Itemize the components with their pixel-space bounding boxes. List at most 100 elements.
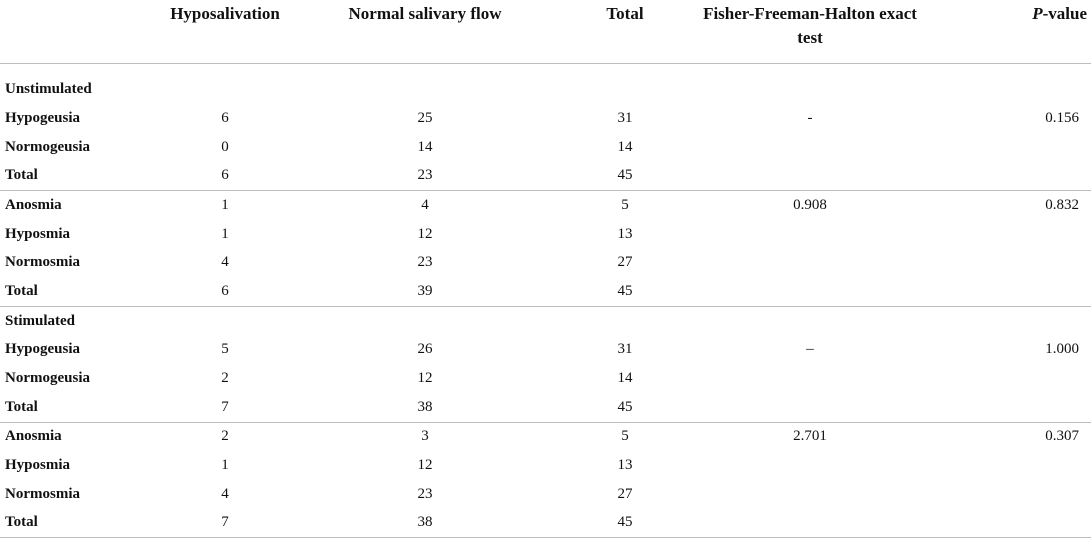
cell-fisher-test (700, 248, 920, 277)
cell-p-value: 1.000 (1045, 341, 1079, 358)
header-total: Total (550, 0, 700, 64)
cell-total (550, 305, 700, 336)
cell-hyposalivation: 6 (221, 109, 229, 126)
table-row: Total 6 23 45 (0, 161, 1091, 190)
cell-p-value (920, 133, 1091, 162)
cell-normal-salivary-flow (300, 305, 550, 336)
cell-fisher-test (700, 220, 920, 249)
cell-total: 45 (550, 508, 700, 539)
cell-p-value (920, 248, 1091, 277)
cell-fisher-test (700, 393, 920, 422)
cell-total: 5 (550, 421, 700, 452)
cell-total: 31 (617, 109, 633, 126)
cell-fisher-test (700, 305, 920, 336)
cell-normal-salivary-flow (300, 64, 550, 105)
cell-normal-salivary-flow: 12 (417, 370, 433, 387)
table-row: Total 7 38 45 (0, 393, 1091, 422)
cell-p-value (920, 508, 1091, 539)
cell-hyposalivation: 1 (221, 225, 229, 242)
row-label: Unstimulated (5, 80, 92, 97)
cell-total: 14 (617, 138, 633, 155)
cell-fisher-test (700, 508, 920, 539)
row-label: Normogeusia (5, 138, 90, 155)
cell-total: 14 (617, 370, 633, 387)
cell-fisher-test (700, 133, 920, 162)
cell-total: 45 (617, 398, 633, 415)
table-row: Normogeusia 0 14 14 (0, 133, 1091, 162)
table-row: Stimulated (0, 305, 1091, 336)
cell-normal-salivary-flow: 38 (300, 508, 550, 539)
cell-p-value (920, 64, 1091, 105)
cell-hyposalivation (150, 64, 300, 105)
header-row: Hyposalivation Normal salivary flow Tota… (0, 0, 1091, 64)
cell-total: 27 (617, 254, 633, 271)
row-label: Normosmia (5, 254, 80, 271)
cell-fisher-test: 0.908 (700, 190, 920, 220)
row-label: Normosmia (5, 485, 80, 502)
cell-fisher-test (700, 277, 920, 306)
row-label: Hyposmia (5, 225, 71, 242)
header-p-letter: P (1032, 4, 1043, 23)
cell-hyposalivation: 6 (221, 282, 229, 299)
cell-hyposalivation: 1 (221, 457, 229, 474)
cell-total: 27 (617, 485, 633, 502)
cell-p-value: 0.156 (1045, 109, 1079, 126)
cell-total: 45 (617, 282, 633, 299)
cell-hyposalivation: 2 (221, 370, 229, 387)
table-row: Anosmia 1 4 5 0.908 0.832 (0, 190, 1091, 220)
cell-hyposalivation: 5 (221, 341, 229, 358)
cell-fisher-test (700, 64, 920, 105)
cell-hyposalivation: 0 (221, 138, 229, 155)
header-p-value: P-value (920, 0, 1091, 64)
row-label: Total (0, 508, 150, 539)
cell-normal-salivary-flow: 26 (417, 341, 433, 358)
cell-p-value: 0.832 (920, 190, 1091, 220)
salivary-flow-table: Hyposalivation Normal salivary flow Tota… (0, 0, 1091, 539)
cell-normal-salivary-flow: 4 (300, 190, 550, 220)
table-row: Total 6 39 45 (0, 277, 1091, 306)
cell-fisher-test (700, 161, 920, 190)
cell-hyposalivation: 7 (150, 508, 300, 539)
cell-normal-salivary-flow: 12 (417, 457, 433, 474)
cell-total: 31 (617, 341, 633, 358)
cell-fisher-test (700, 480, 920, 509)
cell-total: 13 (617, 457, 633, 474)
cell-p-value (920, 220, 1091, 249)
cell-hyposalivation: 4 (221, 485, 229, 502)
cell-normal-salivary-flow: 23 (417, 485, 433, 502)
table-row: Hyposmia 1 12 13 (0, 220, 1091, 249)
row-label: Total (5, 282, 38, 299)
cell-normal-salivary-flow: 39 (417, 282, 433, 299)
row-label: Anosmia (0, 421, 150, 452)
cell-hyposalivation: 1 (150, 190, 300, 220)
row-label: Total (5, 167, 38, 184)
header-p-suffix: -value (1042, 4, 1087, 23)
cell-normal-salivary-flow: 12 (417, 225, 433, 242)
cell-p-value (920, 393, 1091, 422)
table-row: Unstimulated (0, 64, 1091, 105)
header-hyposalivation: Hyposalivation (150, 0, 300, 64)
cell-normal-salivary-flow: 25 (417, 109, 433, 126)
cell-hyposalivation: 6 (221, 167, 229, 184)
table-row: Total 7 38 45 (0, 508, 1091, 539)
cell-hyposalivation: 7 (221, 398, 229, 415)
cell-fisher-test: 2.701 (700, 421, 920, 452)
cell-p-value (920, 364, 1091, 393)
header-normal-salivary-flow: Normal salivary flow (300, 0, 550, 64)
cell-normal-salivary-flow: 23 (417, 167, 433, 184)
cell-p-value: 0.307 (920, 421, 1091, 452)
cell-fisher-test (700, 364, 920, 393)
cell-p-value (920, 161, 1091, 190)
header-empty (0, 0, 150, 64)
cell-p-value (920, 480, 1091, 509)
cell-total (550, 64, 700, 105)
table-row: Hypogeusia 5 26 31 – 1.000 (0, 336, 1091, 365)
cell-hyposalivation (150, 305, 300, 336)
cell-p-value (920, 305, 1091, 336)
cell-total: 13 (617, 225, 633, 242)
row-label: Stimulated (0, 305, 150, 336)
cell-normal-salivary-flow: 38 (417, 398, 433, 415)
table-row: Normosmia 4 23 27 (0, 248, 1091, 277)
cell-fisher-test: - (807, 109, 813, 126)
row-label: Normogeusia (5, 370, 90, 387)
